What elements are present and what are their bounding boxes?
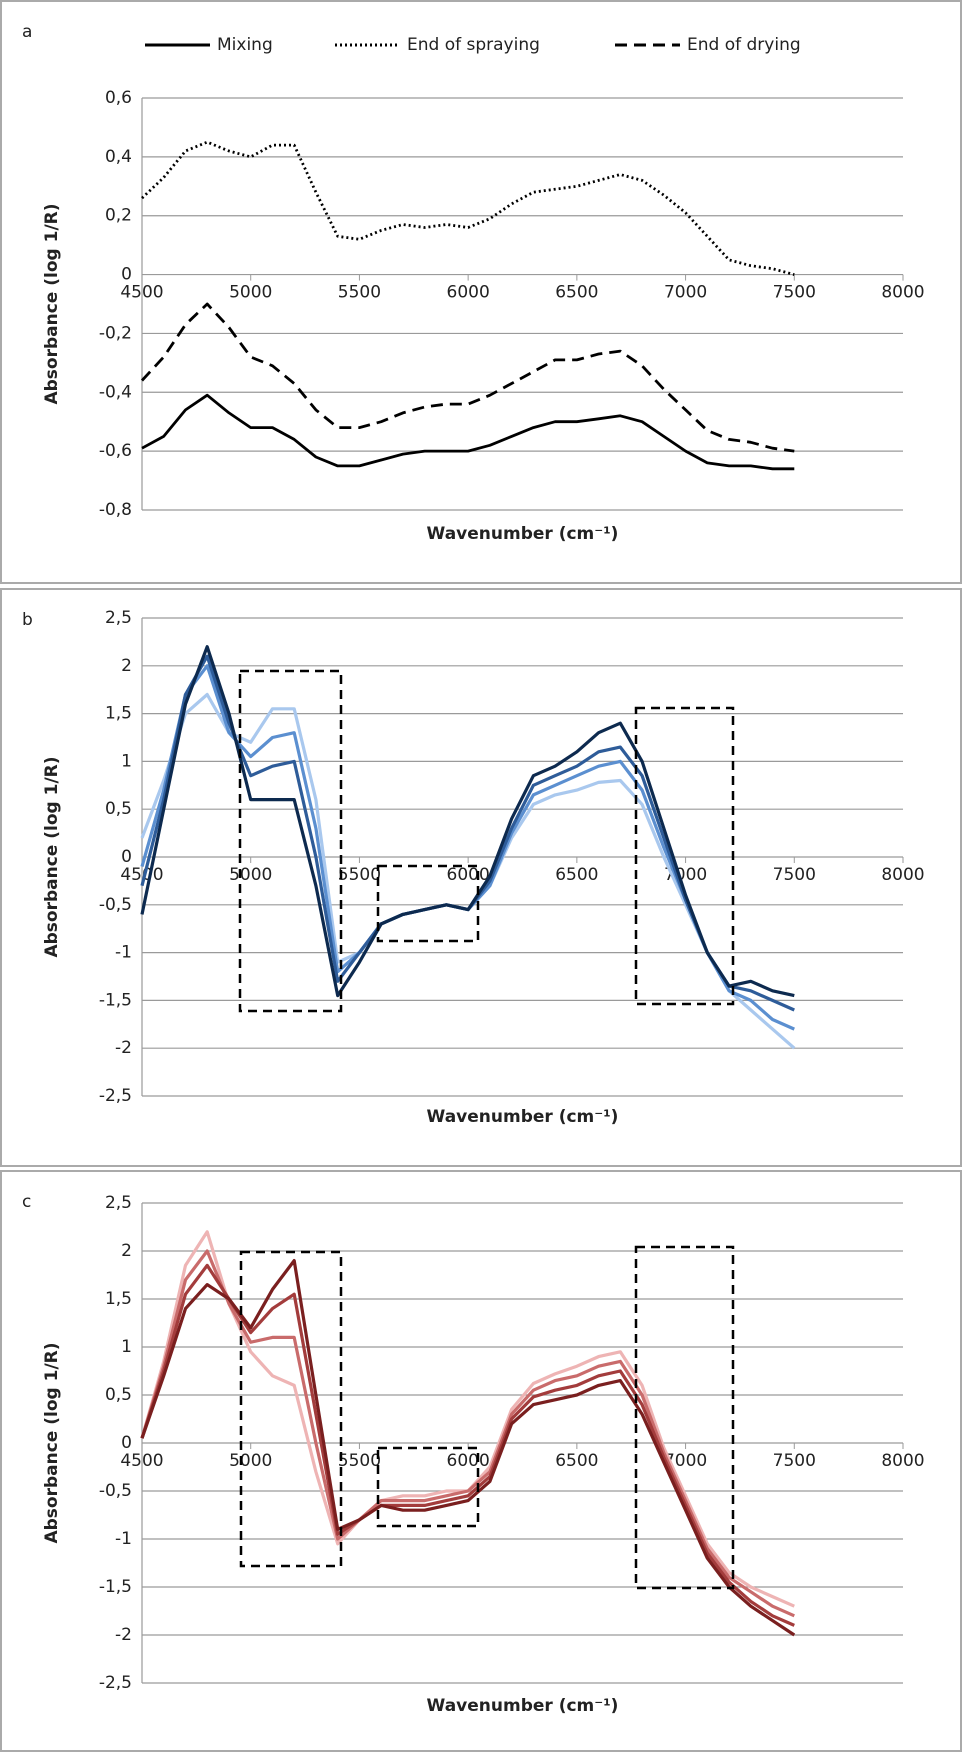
x-tick-label: 4500 xyxy=(120,283,163,303)
y-tick-label: 0 xyxy=(121,265,132,285)
x-tick-label: 5000 xyxy=(229,865,272,885)
x-tick-label: 7000 xyxy=(664,283,707,303)
x-tick-label: 6500 xyxy=(555,1451,598,1471)
series-line xyxy=(140,302,795,453)
y-tick-label: -0,5 xyxy=(99,895,132,915)
x-tick-label: 6500 xyxy=(555,283,598,303)
y-tick-label: -2,5 xyxy=(99,1086,132,1106)
x-tick-label: 5000 xyxy=(229,283,272,303)
y-tick-label: 0,5 xyxy=(105,1385,132,1405)
x-tick-label: 5000 xyxy=(229,1451,272,1471)
region-box xyxy=(376,864,480,943)
y-tick-label: 1,5 xyxy=(105,704,132,724)
panel-label: a xyxy=(22,22,32,42)
x-tick-label: 6000 xyxy=(447,1451,490,1471)
y-tick-label: -1,5 xyxy=(99,1577,132,1597)
legend-label: End of spraying xyxy=(407,35,540,55)
x-tick-label: 7000 xyxy=(664,1451,707,1471)
series-line xyxy=(141,140,795,276)
x-tick-label: 8000 xyxy=(881,865,924,885)
region-box xyxy=(239,1250,343,1568)
x-tick-label: 4500 xyxy=(120,865,163,885)
y-tick-label: 1,5 xyxy=(105,1289,132,1309)
y-tick-label: 1 xyxy=(121,751,132,771)
x-tick-label: 6000 xyxy=(447,283,490,303)
y-tick-label: -2 xyxy=(115,1625,132,1645)
y-tick-label: -0,8 xyxy=(99,500,132,520)
y-tick-label: 0,4 xyxy=(105,147,132,167)
y-tick-label: 0,6 xyxy=(105,88,132,108)
y-tick-label: 0 xyxy=(121,847,132,867)
y-axis-title: Absorbance (log 1/R) xyxy=(42,203,62,404)
region-box xyxy=(238,669,343,1013)
y-tick-label: -2 xyxy=(115,1038,132,1058)
y-tick-label: -1 xyxy=(115,1529,132,1549)
x-tick-label: 6000 xyxy=(447,865,490,885)
panel-label: c xyxy=(22,1192,31,1212)
x-tick-label: 6500 xyxy=(555,865,598,885)
panel-b xyxy=(0,588,962,1167)
y-tick-label: 1 xyxy=(121,1337,132,1357)
y-tick-label: -0,4 xyxy=(99,382,132,402)
x-tick-label: 8000 xyxy=(881,283,924,303)
y-tick-label: 2,5 xyxy=(105,608,132,628)
x-tick-label: 5500 xyxy=(338,283,381,303)
panel-label: b xyxy=(22,610,33,630)
x-axis-title: Wavenumber (cm⁻¹) xyxy=(427,1107,619,1127)
x-tick-label: 7500 xyxy=(773,1451,816,1471)
y-tick-label: -2,5 xyxy=(99,1673,132,1693)
x-axis-title: Wavenumber (cm⁻¹) xyxy=(427,1696,619,1716)
legend-label: End of drying xyxy=(687,35,801,55)
y-axis-title: Absorbance (log 1/R) xyxy=(42,1342,62,1543)
series-line xyxy=(140,645,795,998)
region-box xyxy=(634,706,735,1006)
x-tick-label: 8000 xyxy=(881,1451,924,1471)
x-tick-label: 5500 xyxy=(338,1451,381,1471)
plots: a -0,8 -0,6 -0,4 -0,2 0 0,2 0,4 0,6 4500 5000 5500 6… xyxy=(22,22,925,1716)
y-tick-label: -1,5 xyxy=(99,990,132,1010)
y-axis-title: Absorbance (log 1/R) xyxy=(42,756,62,957)
legend-label: Mixing xyxy=(217,35,273,55)
y-tick-label: -0,5 xyxy=(99,1481,132,1501)
y-tick-label: -1 xyxy=(115,943,132,963)
x-tick-label: 7500 xyxy=(773,865,816,885)
y-tick-label: 2 xyxy=(121,656,132,676)
y-tick-label: 0,2 xyxy=(105,206,132,226)
y-tick-label: -0,2 xyxy=(99,323,132,343)
y-tick-label: -0,6 xyxy=(99,441,132,461)
x-tick-label: 4500 xyxy=(120,1451,163,1471)
y-tick-label: 2 xyxy=(121,1241,132,1261)
panel-c xyxy=(0,1170,962,1752)
series-line xyxy=(140,1263,795,1627)
y-tick-label: 0,5 xyxy=(105,799,132,819)
series-line xyxy=(140,1259,796,1637)
series-line xyxy=(141,393,795,471)
region-box xyxy=(634,1245,735,1590)
series-line xyxy=(140,1249,795,1618)
y-tick-label: 0 xyxy=(121,1433,132,1453)
x-axis-title: Wavenumber (cm⁻¹) xyxy=(427,524,619,544)
region-box xyxy=(376,1446,480,1528)
x-tick-label: 7500 xyxy=(773,283,816,303)
x-tick-label: 5500 xyxy=(338,865,381,885)
y-tick-label: 2,5 xyxy=(105,1193,132,1213)
